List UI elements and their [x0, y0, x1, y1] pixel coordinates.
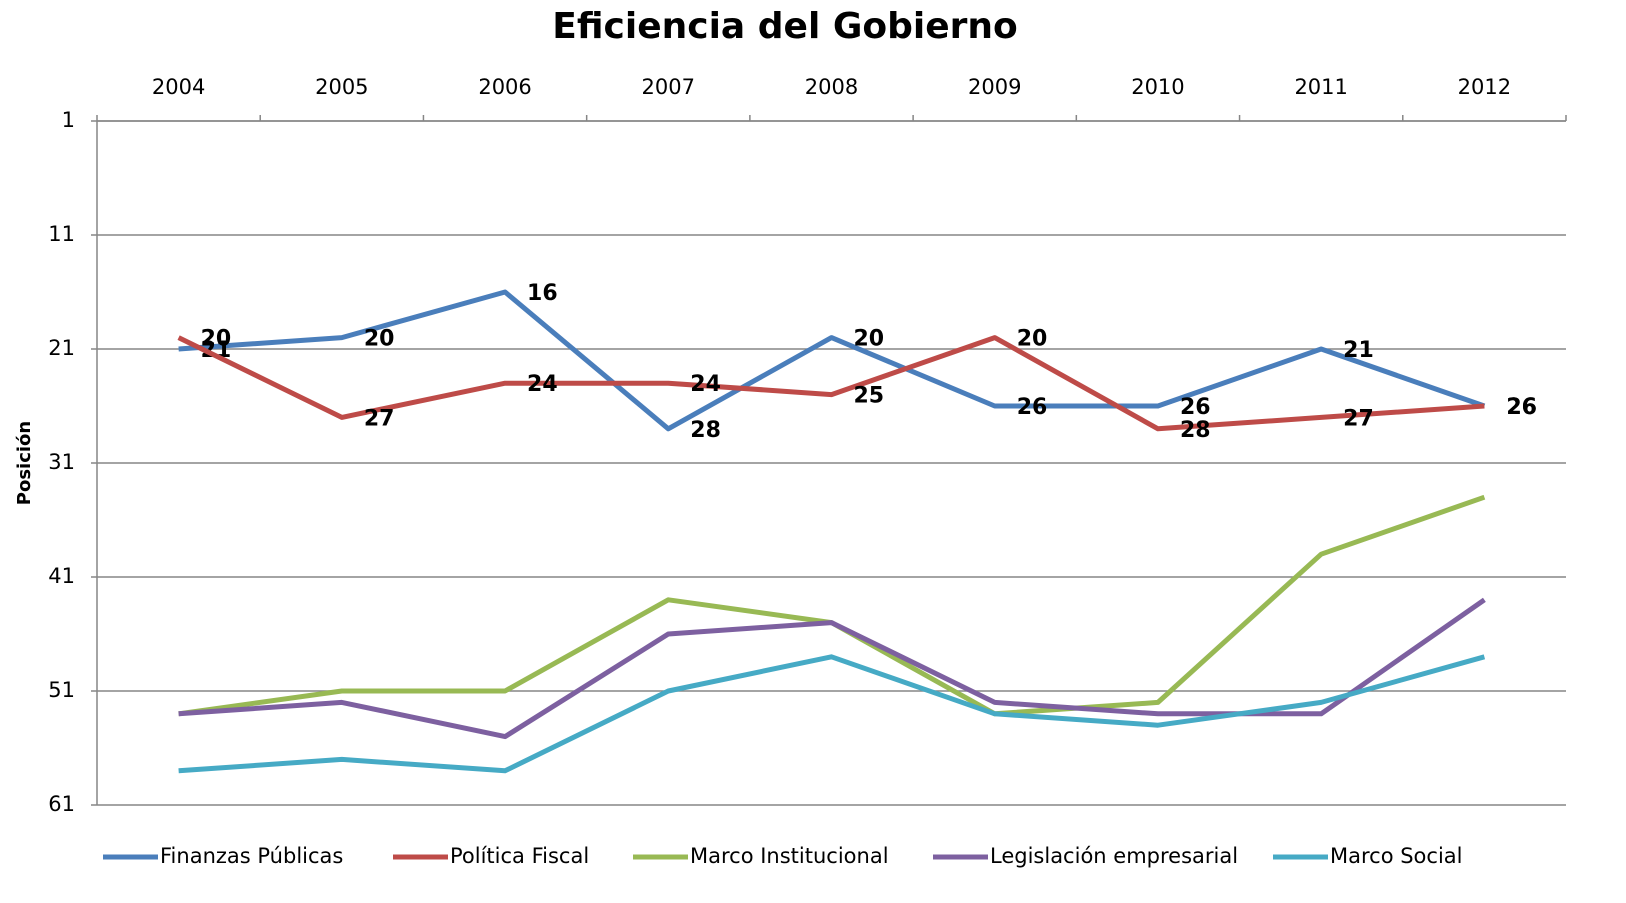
data-label: 20 — [854, 327, 885, 352]
data-label: 20 — [1017, 327, 1048, 352]
chart-title: Eficiencia del Gobierno — [552, 6, 1018, 47]
x-tick-label: 2010 — [1131, 75, 1184, 99]
x-tick-label: 2011 — [1294, 75, 1347, 99]
data-label: 24 — [527, 372, 558, 397]
series-line — [178, 597, 1486, 740]
x-tick-label: 2004 — [152, 75, 205, 99]
y-axis-label: Posición — [14, 421, 35, 505]
legend-label: Finanzas Públicas — [160, 844, 343, 868]
y-tick-label: 31 — [48, 450, 75, 474]
series-line — [178, 494, 1486, 717]
legend-label: Marco Institucional — [690, 844, 889, 868]
series-line — [177, 335, 1485, 432]
data-label: 20 — [201, 327, 232, 352]
data-label: 26 — [1180, 395, 1211, 420]
data-label: 27 — [1343, 406, 1374, 431]
y-tick-label: 1 — [62, 108, 75, 132]
x-tick-label: 2006 — [478, 75, 531, 99]
y-tick-label: 51 — [48, 678, 75, 702]
data-label: 25 — [854, 384, 885, 409]
data-label: 20 — [364, 327, 395, 352]
data-label: 28 — [690, 418, 721, 443]
x-tick-label: 2005 — [315, 75, 368, 99]
data-label: 16 — [527, 281, 558, 306]
y-tick-label: 41 — [48, 564, 75, 588]
data-label: 26 — [1017, 395, 1048, 420]
y-tick-label: 61 — [48, 792, 75, 816]
x-tick-label: 2009 — [968, 75, 1021, 99]
y-tick-label: 21 — [48, 336, 75, 360]
data-label: 26 — [1506, 395, 1537, 420]
series-line — [178, 654, 1486, 774]
data-label: 21 — [1343, 338, 1374, 363]
data-label: 28 — [1180, 418, 1211, 443]
x-tick-label: 2012 — [1458, 75, 1511, 99]
x-tick-label: 2007 — [642, 75, 695, 99]
series-line — [178, 289, 1486, 432]
x-tick-label: 2008 — [805, 75, 858, 99]
legend-label: Legislación empresarial — [990, 844, 1238, 868]
data-label: 26 — [1506, 395, 1537, 420]
legend-label: Marco Social — [1330, 844, 1463, 868]
data-label: 24 — [690, 372, 721, 397]
y-tick-label: 11 — [48, 222, 75, 246]
data-label: 27 — [364, 406, 395, 431]
legend-label: Política Fiscal — [450, 844, 589, 868]
